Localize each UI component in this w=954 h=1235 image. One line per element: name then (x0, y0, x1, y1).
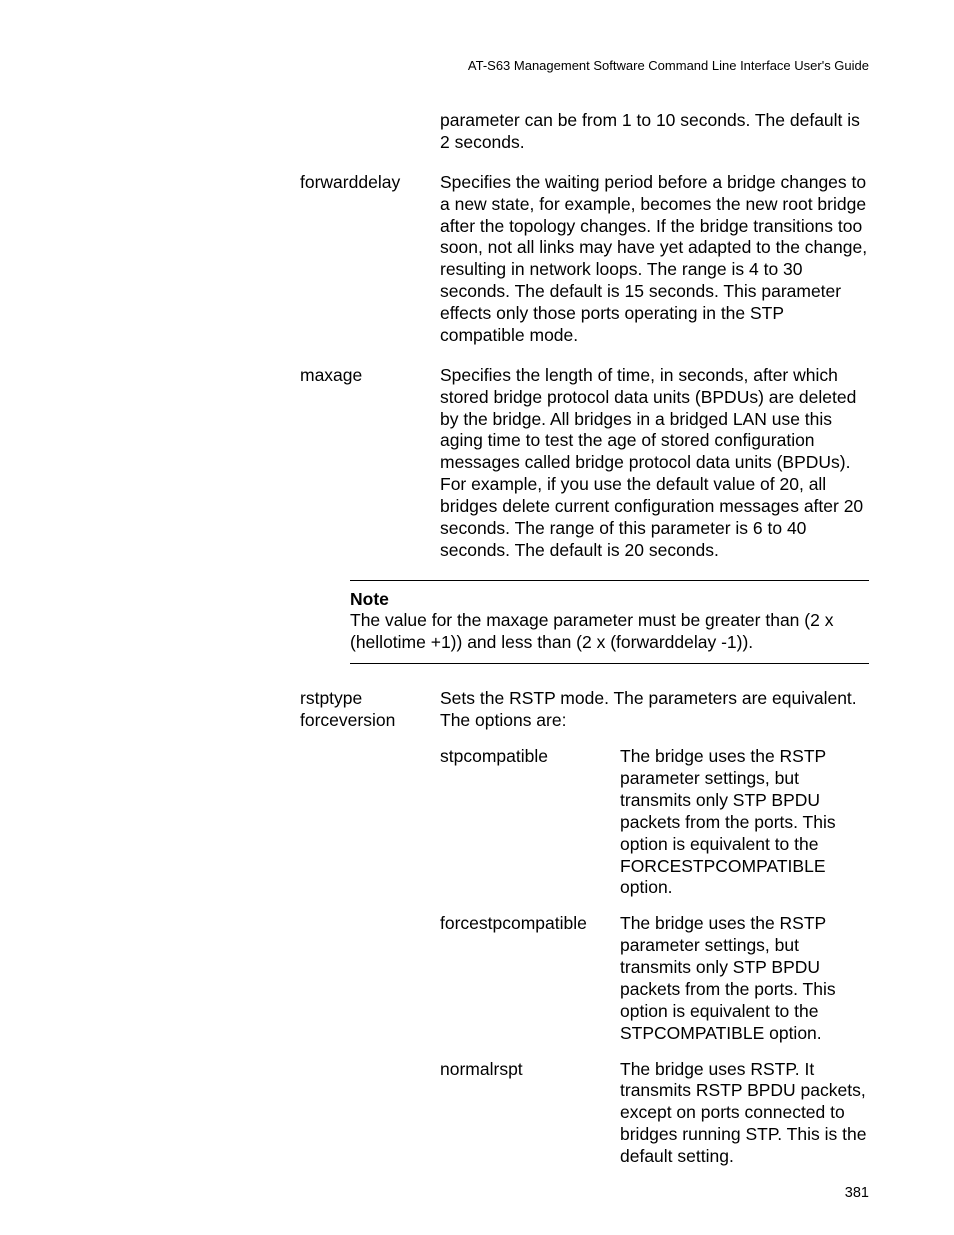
intro-row: parameter can be from 1 to 10 seconds. T… (300, 110, 869, 154)
page-number: 381 (845, 1185, 869, 1201)
sub-normalrspt: normalrspt The bridge uses RSTP. It tran… (440, 1059, 869, 1168)
param-desc-maxage: Specifies the length of time, in seconds… (440, 365, 869, 562)
param-desc-rstptype-wrap: Sets the RSTP mode. The parameters are e… (440, 688, 869, 1168)
sub-name-forcestpcompatible: forcestpcompatible (440, 913, 620, 1044)
param-desc-forwarddelay: Specifies the waiting period before a br… (440, 172, 869, 347)
param-name-maxage: maxage (300, 365, 440, 562)
note-title: Note (350, 589, 869, 610)
sub-stpcompatible: stpcompatible The bridge uses the RSTP p… (440, 746, 869, 899)
sub-desc-normalrspt: The bridge uses RSTP. It transmits RSTP … (620, 1059, 869, 1168)
sub-desc-stpcompatible: The bridge uses the RSTP parameter setti… (620, 746, 869, 899)
param-name-forwarddelay: forwarddelay (300, 172, 440, 347)
param-maxage: maxage Specifies the length of time, in … (300, 365, 869, 562)
page: AT-S63 Management Software Command Line … (0, 0, 954, 1235)
intro-name-empty (300, 110, 440, 154)
sub-forcestpcompatible: forcestpcompatible The bridge uses the R… (440, 913, 869, 1044)
note-body: The value for the maxage parameter must … (350, 610, 869, 654)
intro-desc: parameter can be from 1 to 10 seconds. T… (440, 110, 869, 154)
content-area: parameter can be from 1 to 10 seconds. T… (300, 110, 869, 1168)
sub-name-normalrspt: normalrspt (440, 1059, 620, 1168)
sub-name-stpcompatible: stpcompatible (440, 746, 620, 899)
param-rstptype: rstptype forceversion Sets the RSTP mode… (300, 688, 869, 1168)
sub-desc-forcestpcompatible: The bridge uses the RSTP parameter setti… (620, 913, 869, 1044)
param-name-rstptype: rstptype forceversion (300, 688, 440, 1168)
param-desc-rstptype: Sets the RSTP mode. The parameters are e… (440, 688, 869, 732)
param-forwarddelay: forwarddelay Specifies the waiting perio… (300, 172, 869, 347)
page-header: AT-S63 Management Software Command Line … (468, 58, 869, 73)
note-block: Note The value for the maxage parameter … (350, 580, 869, 665)
